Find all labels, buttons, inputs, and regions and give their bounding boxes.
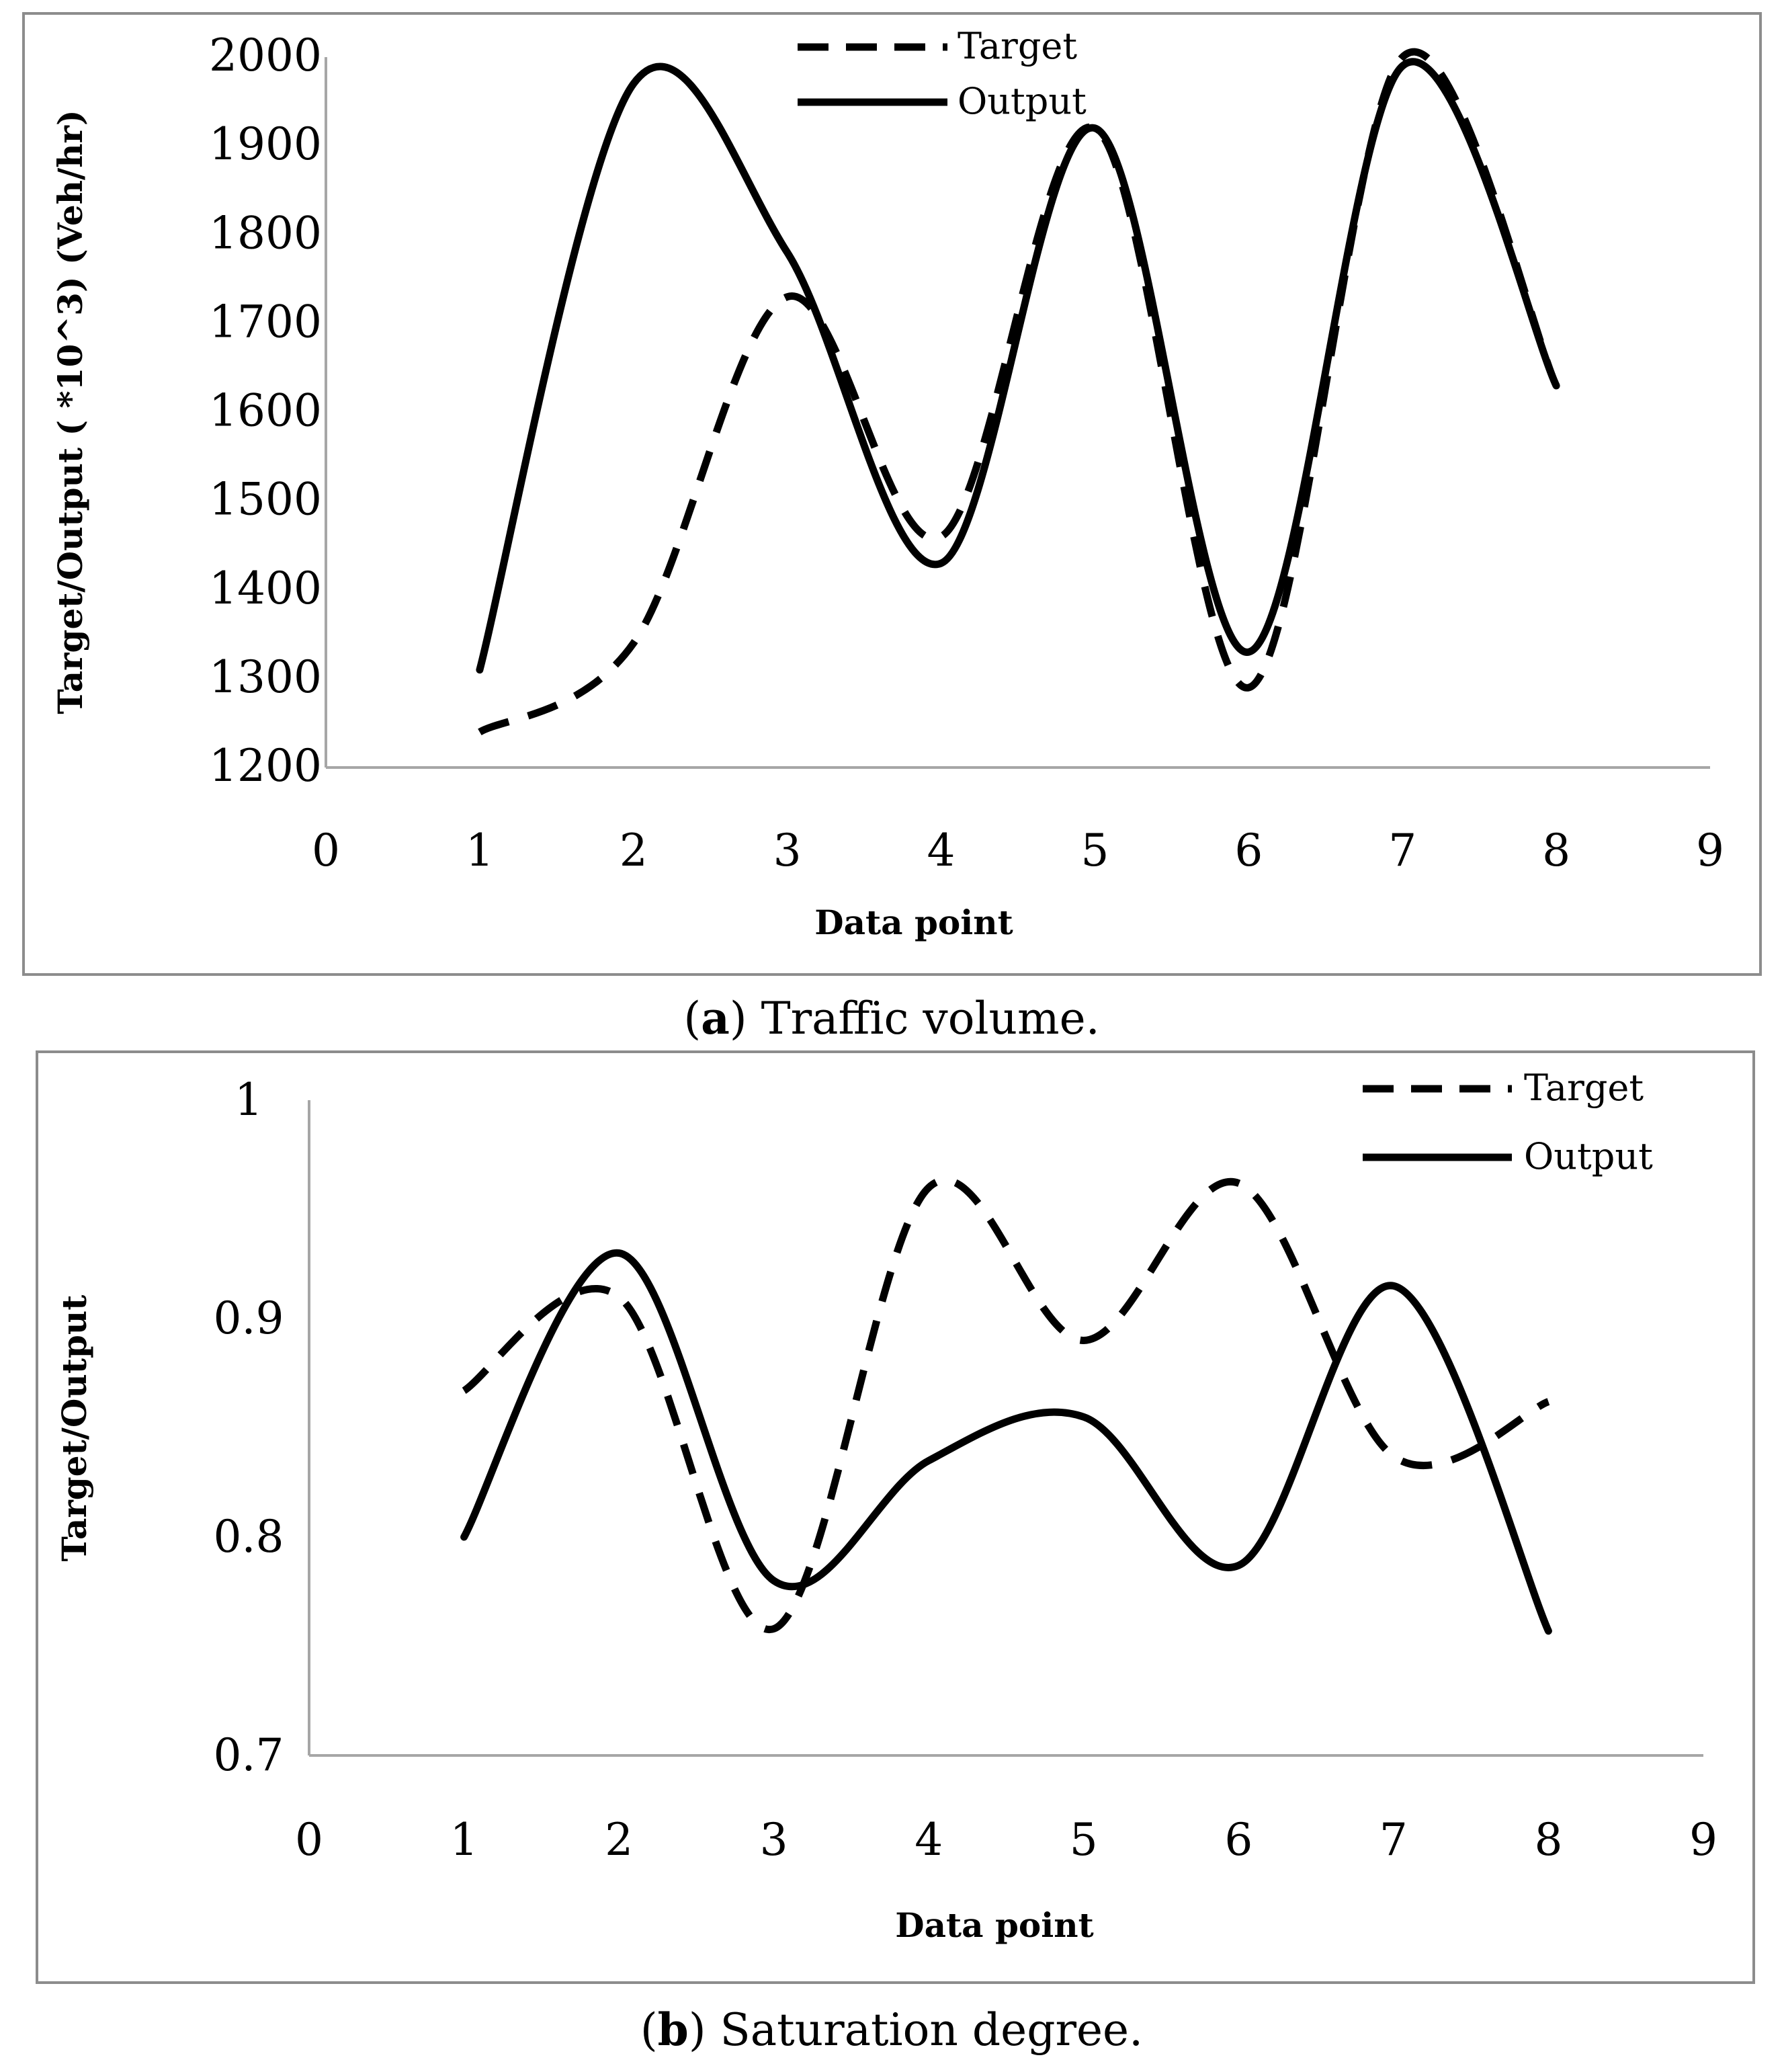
y-tick-label: 1800 [209,207,322,259]
x-tick-label: 0 [295,1814,323,1866]
x-tick-label: 4 [915,1814,943,1866]
y-tick-labels: 1200 1300 1400 1500 1600 1700 1800 1900 2000 [209,30,322,792]
x-tick-label: 6 [1224,1814,1252,1866]
legend-target-label: Target [958,25,1077,67]
series-group [464,1180,1548,1631]
x-tick-label: 8 [1542,825,1570,876]
x-tick-label: 7 [1388,825,1416,876]
series-group [480,52,1556,732]
legend: Target Output [798,25,1087,122]
x-axis-title: Data point [895,1905,1093,1945]
series-line-target [480,52,1556,732]
y-tick-label: 1300 [209,651,322,703]
y-tick-label: 1200 [209,740,322,792]
caption-a: (a) Traffic volume. [683,992,1099,1044]
y-tick-label: 2000 [209,30,322,81]
x-tick-label: 1 [450,1814,478,1866]
y-tick-label: 1900 [209,118,322,170]
x-tick-label: 4 [927,825,955,876]
caption-b-text: Saturation degree. [720,2004,1144,2056]
y-tick-label: 1500 [209,474,322,526]
y-tick-label: 1400 [209,563,322,614]
legend-output-label: Output [958,80,1087,122]
legend-output-label: Output [1524,1135,1653,1177]
x-tick-label: 3 [773,825,802,876]
y-tick-label: 1600 [209,385,322,437]
y-tick-label: 1700 [209,296,322,347]
x-tick-labels: 0 1 2 3 4 5 6 7 8 9 [312,825,1724,876]
x-tick-label: 3 [760,1814,788,1866]
x-tick-label: 9 [1696,825,1724,876]
x-tick-label: 6 [1234,825,1263,876]
y-tick-labels: 0.7 0.8 0.9 1 [214,1074,284,1781]
caption-b-label: b [658,2003,689,2056]
x-tick-label: 9 [1689,1814,1717,1866]
y-tick-label: 0.7 [214,1729,284,1781]
x-tick-label: 2 [605,1814,633,1866]
x-tick-label: 5 [1080,825,1109,876]
x-tick-labels: 0 1 2 3 4 5 6 7 8 9 [295,1814,1717,1866]
y-tick-label: 1 [235,1074,263,1126]
caption-a-label: a [701,992,730,1044]
legend: Target Output [1363,1067,1653,1177]
y-tick-label: 0.9 [214,1292,284,1344]
x-tick-label: 1 [466,825,494,876]
y-tick-label: 0.8 [214,1511,284,1563]
y-axis-title: Target/Output [54,1295,94,1562]
x-axis-title: Data point [814,903,1013,942]
series-line-target [464,1180,1549,1630]
x-tick-label: 2 [620,825,648,876]
saturation-degree-chart: 0.7 0.8 0.9 1 0 1 2 3 4 5 6 7 8 9 Data point Target/… [37,1052,1754,1983]
legend-target-label: Target [1524,1067,1644,1109]
x-tick-label: 8 [1534,1814,1562,1866]
y-axis-title: Target/Output ( *10^3) (Veh/hr) [50,110,90,714]
x-tick-label: 0 [312,825,340,876]
caption-b: (b) Saturation degree. [640,2003,1143,2056]
caption-a-text: Traffic volume. [761,993,1100,1044]
x-tick-label: 7 [1379,1814,1408,1866]
x-tick-label: 5 [1070,1814,1098,1866]
series-line-output [480,62,1556,670]
